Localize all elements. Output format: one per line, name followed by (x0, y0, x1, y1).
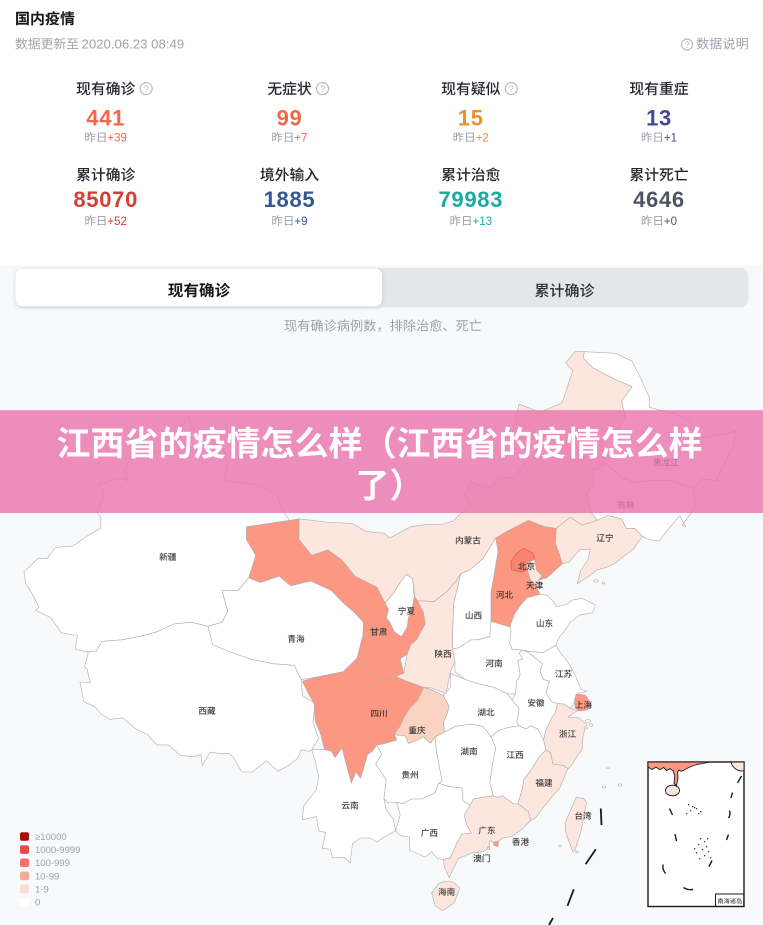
svg-text:79983: 79983 (438, 187, 503, 212)
svg-text:0: 0 (35, 898, 40, 909)
svg-text:+1: +1 (664, 133, 677, 145)
svg-text:85070: 85070 (73, 187, 138, 212)
svg-text:441: 441 (86, 106, 125, 131)
svg-text:+2: +2 (476, 133, 489, 145)
svg-text:?: ? (320, 84, 325, 94)
svg-text:+0: +0 (664, 216, 677, 228)
svg-text:1000-9999: 1000-9999 (35, 845, 80, 856)
svg-text:+9: +9 (294, 216, 307, 228)
svg-text:?: ? (509, 84, 514, 94)
svg-text:10-99: 10-99 (35, 871, 59, 882)
svg-text:?: ? (684, 40, 689, 50)
svg-text:+7: +7 (294, 133, 307, 145)
svg-text:99: 99 (277, 106, 303, 131)
svg-text:100-999: 100-999 (35, 858, 70, 869)
svg-text:13: 13 (646, 106, 672, 131)
svg-text:+52: +52 (107, 216, 127, 228)
svg-text:+39: +39 (107, 133, 127, 145)
svg-text:4646: 4646 (633, 187, 685, 212)
svg-text:1-9: 1-9 (35, 884, 49, 895)
svg-text:1885: 1885 (264, 187, 316, 212)
svg-text:15: 15 (458, 106, 484, 131)
svg-text:2020.06.23 08:49: 2020.06.23 08:49 (82, 37, 185, 52)
svg-text:+13: +13 (473, 216, 493, 228)
svg-text:≥10000: ≥10000 (35, 832, 67, 843)
svg-text:?: ? (144, 84, 149, 94)
